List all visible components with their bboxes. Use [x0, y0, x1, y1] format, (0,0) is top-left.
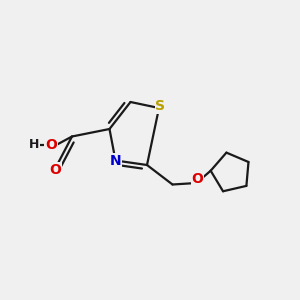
- Text: N: N: [110, 154, 121, 168]
- Text: H: H: [29, 138, 40, 151]
- Text: O: O: [191, 172, 203, 186]
- Text: O: O: [45, 138, 57, 152]
- Text: O: O: [49, 163, 61, 176]
- Text: S: S: [155, 100, 166, 113]
